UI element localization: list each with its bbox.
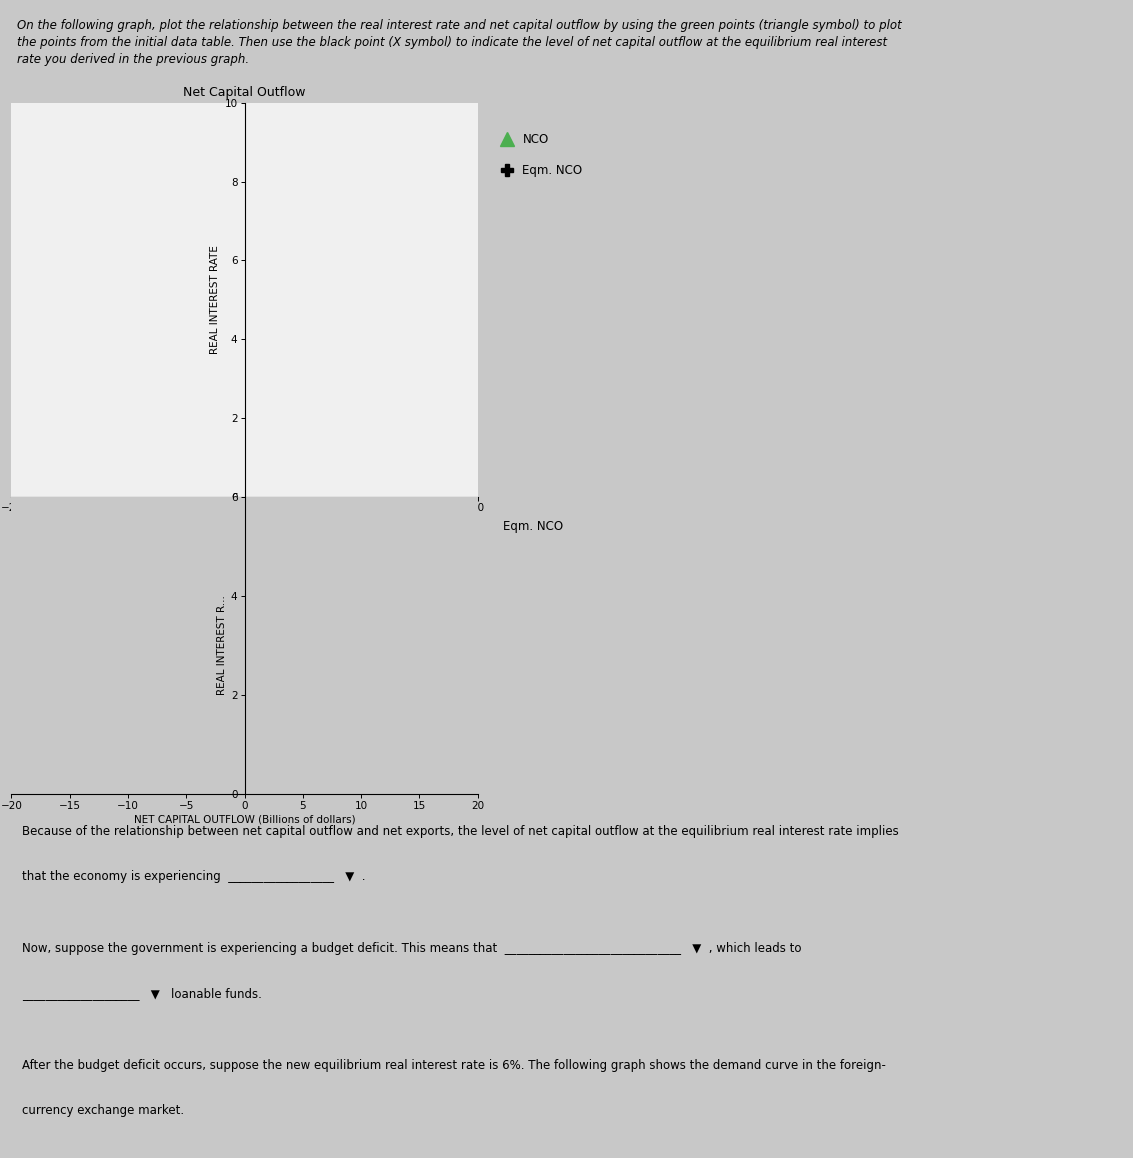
- Text: Now, suppose the government is experiencing a budget deficit. This means that  _: Now, suppose the government is experienc…: [23, 941, 802, 955]
- Y-axis label: REAL INTEREST RATE: REAL INTEREST RATE: [211, 245, 220, 354]
- Text: ____________________   ▼   loanable funds.: ____________________ ▼ loanable funds.: [23, 987, 263, 999]
- Text: that the economy is experiencing  __________________   ▼  .: that the economy is experiencing _______…: [23, 870, 366, 884]
- Text: currency exchange market.: currency exchange market.: [23, 1104, 185, 1116]
- X-axis label: NET CAPITAL OUTFLOW (Billions of dollars): NET CAPITAL OUTFLOW (Billions of dollars…: [134, 518, 356, 528]
- Legend: NCO, Eqm. NCO: NCO, Eqm. NCO: [496, 129, 587, 182]
- X-axis label: NET CAPITAL OUTFLOW (Billions of dollars): NET CAPITAL OUTFLOW (Billions of dollars…: [134, 815, 356, 824]
- Title: Net Capital Outflow: Net Capital Outflow: [184, 86, 306, 98]
- Text: After the budget deficit occurs, suppose the new equilibrium real interest rate : After the budget deficit occurs, suppose…: [23, 1058, 886, 1071]
- Text: Eqm. NCO: Eqm. NCO: [503, 520, 563, 534]
- Text: On the following graph, plot the relationship between the real interest rate and: On the following graph, plot the relatio…: [17, 19, 902, 66]
- Text: Because of the relationship between net capital outflow and net exports, the lev: Because of the relationship between net …: [23, 826, 900, 838]
- Y-axis label: REAL INTEREST R...: REAL INTEREST R...: [216, 595, 227, 695]
